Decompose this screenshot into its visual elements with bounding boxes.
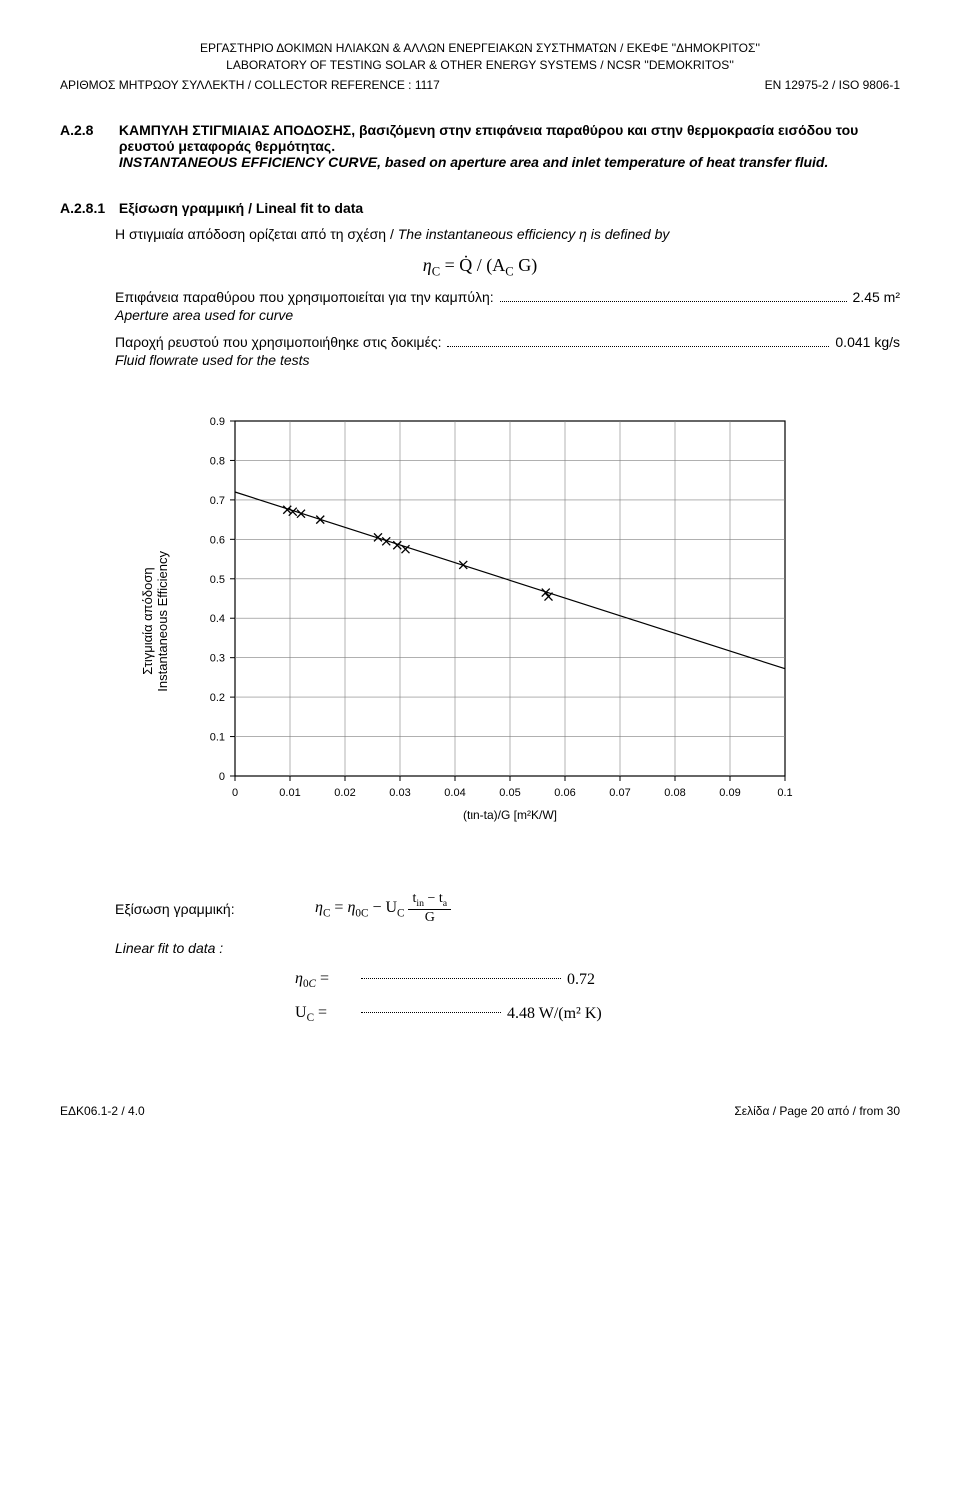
flowrate-row: Παροχή ρευστού που χρησιμοποιήθηκε στις … xyxy=(115,334,900,350)
svg-text:0.2: 0.2 xyxy=(210,692,225,704)
formula-eta: ηC = Q̇ / (AC G) xyxy=(60,255,900,280)
svg-text:0.03: 0.03 xyxy=(389,787,410,799)
collector-ref: ΑΡΙΘΜΟΣ ΜΗΤΡΩΟΥ ΣΥΛΛΕΚΤΗ / COLLECTOR REF… xyxy=(60,78,440,92)
dot-leader xyxy=(500,301,847,302)
page-footer: ΕΔΚ06.1-2 / 4.0 Σελίδα / Page 20 από / f… xyxy=(60,1104,900,1118)
uc-row: UC = 4.48 W/(m² K) xyxy=(295,1004,900,1024)
svg-text:0.04: 0.04 xyxy=(444,787,465,799)
linear-eq-formula: ηC = η0C − UC tin − taG xyxy=(315,891,451,926)
svg-text:0.09: 0.09 xyxy=(719,787,740,799)
subsection-num: A.2.8.1 xyxy=(60,200,115,216)
aperture-label-gr: Επιφάνεια παραθύρου που χρησιμοποιείται … xyxy=(115,289,494,305)
ylabel-gr: Στιγμιαία απόδοση xyxy=(140,568,155,675)
equation-block: Εξίσωση γραμμική: ηC = η0C − UC tin − ta… xyxy=(115,891,900,1024)
section-title-en: INSTANTANEOUS EFFICIENCY CURVE, based on… xyxy=(119,154,828,170)
svg-text:(tιn-ta)/G [m²K/W]: (tιn-ta)/G [m²K/W] xyxy=(463,808,557,822)
uc-value: 4.48 W/(m² K) xyxy=(507,1005,602,1023)
linear-eq-label: Εξίσωση γραμμική: xyxy=(115,901,315,917)
svg-text:0.1: 0.1 xyxy=(777,787,792,799)
svg-text:0.8: 0.8 xyxy=(210,456,225,468)
aperture-label-en: Aperture area used for curve xyxy=(115,305,900,326)
efficiency-chart: Στιγμιαία απόδοση Instantaneous Efficien… xyxy=(140,411,900,831)
flowrate-label-en: Fluid flowrate used for the tests xyxy=(115,350,900,371)
flowrate-value: 0.041 kg/s xyxy=(835,334,900,350)
svg-text:0: 0 xyxy=(232,787,238,799)
doc-header: ΕΡΓΑΣΤΗΡΙΟ ΔΟΚΙΜΩΝ ΗΛΙΑΚΩΝ & ΑΛΛΩΝ ΕΝΕΡΓ… xyxy=(60,40,900,74)
aperture-value: 2.45 m² xyxy=(853,289,900,305)
eta0-value: 0.72 xyxy=(567,971,595,989)
svg-text:0.4: 0.4 xyxy=(210,613,225,625)
intro-gr: Η στιγμιαία απόδοση ορίζεται από τη σχέσ… xyxy=(115,226,394,242)
header-ref-row: ΑΡΙΘΜΟΣ ΜΗΤΡΩΟΥ ΣΥΛΛΕΚΤΗ / COLLECTOR REF… xyxy=(60,78,900,92)
section-num: A.2.8 xyxy=(60,122,115,138)
svg-text:0.6: 0.6 xyxy=(210,535,225,547)
svg-text:0.01: 0.01 xyxy=(279,787,300,799)
svg-text:0.1: 0.1 xyxy=(210,732,225,744)
svg-text:0.3: 0.3 xyxy=(210,653,225,665)
footer-right: Σελίδα / Page 20 από / from 30 xyxy=(734,1104,900,1118)
intro-en: The instantaneous efficiency η is define… xyxy=(398,226,670,242)
intro-text: Η στιγμιαία απόδοση ορίζεται από τη σχέσ… xyxy=(115,224,900,245)
subsection-a281: A.2.8.1 Εξίσωση γραμμική / Lineal fit to… xyxy=(60,200,900,216)
linear-eq-label-en-row: Linear fit to data : xyxy=(115,940,900,956)
svg-text:0.5: 0.5 xyxy=(210,574,225,586)
svg-text:0.7: 0.7 xyxy=(210,495,225,507)
aperture-row: Επιφάνεια παραθύρου που χρησιμοποιείται … xyxy=(115,289,900,305)
chart-ylabel: Στιγμιαία απόδοση Instantaneous Efficien… xyxy=(140,551,170,692)
standard-ref: EN 12975-2 / ISO 9806-1 xyxy=(765,78,900,92)
flowrate-label-gr: Παροχή ρευστού που χρησιμοποιήθηκε στις … xyxy=(115,334,441,350)
header-line-gr: ΕΡΓΑΣΤΗΡΙΟ ΔΟΚΙΜΩΝ ΗΛΙΑΚΩΝ & ΑΛΛΩΝ ΕΝΕΡΓ… xyxy=(60,40,900,57)
linear-eq-label-en: Linear fit to data : xyxy=(115,940,315,956)
dot-leader xyxy=(447,346,829,347)
footer-left: ΕΔΚ06.1-2 / 4.0 xyxy=(60,1104,145,1118)
dot-leader xyxy=(361,978,561,979)
linear-eq-row: Εξίσωση γραμμική: ηC = η0C − UC tin − ta… xyxy=(115,891,900,926)
eta0-row: η0C = 0.72 xyxy=(295,970,900,990)
subsection-title: Εξίσωση γραμμική / Lineal fit to data xyxy=(119,200,363,216)
svg-text:0.08: 0.08 xyxy=(664,787,685,799)
header-line-en: LABORATORY OF TESTING SOLAR & OTHER ENER… xyxy=(60,57,900,74)
section-a28: A.2.8 ΚΑΜΠΥΛΗ ΣΤΙΓΜΙΑΙΑΣ ΑΠΟΔΟΣΗΣ, βασιζ… xyxy=(60,122,900,170)
svg-text:0.02: 0.02 xyxy=(334,787,355,799)
svg-text:0.05: 0.05 xyxy=(499,787,520,799)
svg-text:0: 0 xyxy=(219,771,225,783)
svg-text:0.07: 0.07 xyxy=(609,787,630,799)
svg-text:0.06: 0.06 xyxy=(554,787,575,799)
svg-text:0.9: 0.9 xyxy=(210,416,225,428)
dot-leader xyxy=(361,1012,501,1013)
ylabel-en: Instantaneous Efficiency xyxy=(155,551,170,692)
section-title-gr: ΚΑΜΠΥΛΗ ΣΤΙΓΜΙΑΙΑΣ ΑΠΟΔΟΣΗΣ, βασιζόμενη … xyxy=(119,122,858,154)
chart-svg: 0 0.01 0.02 0.03 0.04 0.05 0.06 0.07 0.08 0.09 0.1… xyxy=(180,411,800,831)
